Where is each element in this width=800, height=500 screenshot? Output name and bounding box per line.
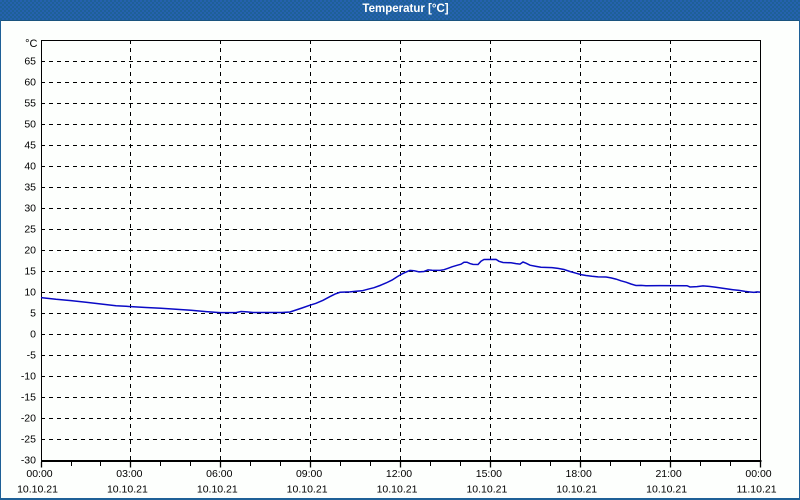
svg-text:11.10.21: 11.10.21 bbox=[736, 484, 776, 496]
svg-text:-30: -30 bbox=[21, 455, 36, 467]
svg-text:10.10.21: 10.10.21 bbox=[466, 484, 507, 496]
svg-text:°C: °C bbox=[25, 38, 37, 50]
svg-text:21:00: 21:00 bbox=[655, 468, 681, 480]
svg-text:09:00: 09:00 bbox=[296, 468, 322, 480]
svg-text:45: 45 bbox=[24, 140, 36, 152]
svg-text:15:00: 15:00 bbox=[476, 468, 502, 480]
svg-text:10.10.21: 10.10.21 bbox=[197, 484, 238, 496]
svg-text:-5: -5 bbox=[27, 350, 36, 362]
svg-text:06:00: 06:00 bbox=[206, 468, 232, 480]
svg-text:55: 55 bbox=[24, 98, 36, 110]
svg-text:15: 15 bbox=[24, 266, 36, 278]
svg-text:10.10.21: 10.10.21 bbox=[17, 484, 58, 496]
svg-text:10.10.21: 10.10.21 bbox=[107, 484, 148, 496]
svg-text:03:00: 03:00 bbox=[116, 468, 142, 480]
svg-text:18:00: 18:00 bbox=[566, 468, 592, 480]
svg-text:00:00: 00:00 bbox=[745, 468, 771, 480]
svg-text:25: 25 bbox=[24, 224, 36, 236]
svg-text:10: 10 bbox=[24, 287, 36, 299]
svg-text:20: 20 bbox=[24, 245, 36, 257]
svg-text:10.10.21: 10.10.21 bbox=[287, 484, 328, 496]
svg-text:-10: -10 bbox=[21, 371, 36, 383]
svg-text:-15: -15 bbox=[21, 392, 36, 404]
svg-text:00:00: 00:00 bbox=[26, 468, 52, 480]
svg-text:5: 5 bbox=[30, 308, 36, 320]
svg-text:10.10.21: 10.10.21 bbox=[646, 484, 687, 496]
svg-text:10.10.21: 10.10.21 bbox=[377, 484, 418, 496]
svg-text:0: 0 bbox=[30, 329, 36, 341]
svg-text:30: 30 bbox=[24, 203, 36, 215]
svg-text:65: 65 bbox=[24, 56, 36, 68]
svg-text:60: 60 bbox=[24, 77, 36, 89]
svg-text:50: 50 bbox=[24, 119, 36, 131]
svg-text:10.10.21: 10.10.21 bbox=[556, 484, 597, 496]
svg-text:-25: -25 bbox=[21, 434, 36, 446]
svg-text:35: 35 bbox=[24, 182, 36, 194]
svg-text:12:00: 12:00 bbox=[386, 468, 412, 480]
svg-text:40: 40 bbox=[24, 161, 36, 173]
svg-text:-20: -20 bbox=[21, 413, 36, 425]
